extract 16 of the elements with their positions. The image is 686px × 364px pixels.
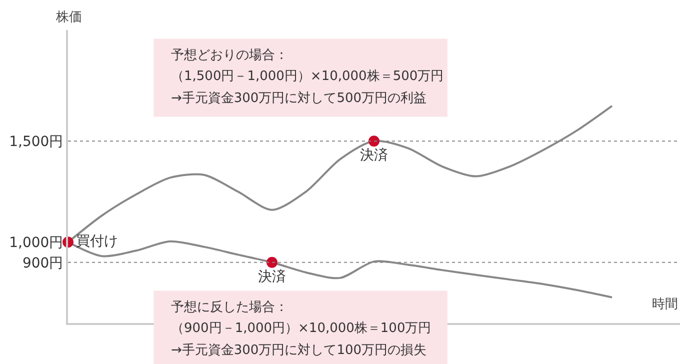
annotation: →手元資金300万円に対して500万円の利益 <box>171 90 427 106</box>
data-label: 決済 <box>258 268 286 285</box>
y-tick-label: 900円 <box>22 255 64 272</box>
x-axis-title: 時間 <box>652 297 678 312</box>
y-axis-title: 株価 <box>55 10 82 25</box>
point <box>266 256 278 268</box>
annotation: （900円－1,000円）×10,000株＝100万円 <box>171 321 432 336</box>
annotation: 予想に反した場合： <box>171 300 288 315</box>
annotation: 予想どおりの場合： <box>171 48 288 63</box>
text: →手元資金300万円に対して100万円の損失 <box>171 342 427 358</box>
y-tick-label: 1,000円 <box>9 235 64 252</box>
y-tick-label: 1,500円 <box>9 134 64 150</box>
point <box>368 136 380 147</box>
annotation: （1,500円－1,000円）×10,000株＝500万円 <box>171 69 444 84</box>
data-label: 買付け <box>76 234 118 250</box>
data-label: 決済 <box>360 148 388 164</box>
